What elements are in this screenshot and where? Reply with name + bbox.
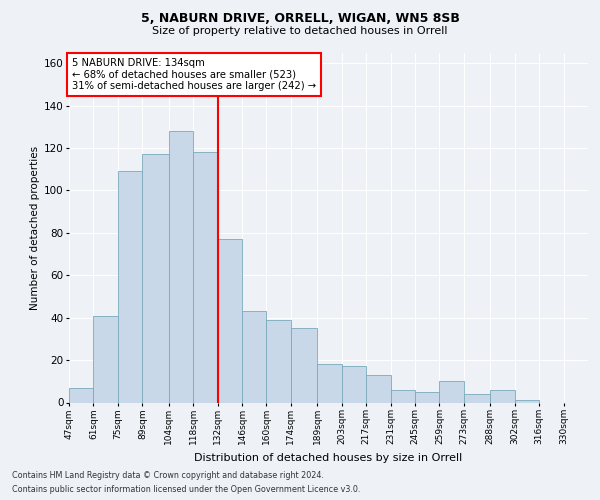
Bar	[391, 390, 415, 402]
Bar	[415, 392, 439, 402]
Text: Contains HM Land Registry data © Crown copyright and database right 2024.: Contains HM Land Registry data © Crown c…	[12, 471, 324, 480]
Bar	[439, 382, 464, 402]
Bar	[464, 394, 490, 402]
Bar	[218, 239, 242, 402]
Bar	[291, 328, 317, 402]
Text: Size of property relative to detached houses in Orrell: Size of property relative to detached ho…	[152, 26, 448, 36]
Bar	[515, 400, 539, 402]
Bar	[118, 172, 142, 402]
Bar	[69, 388, 94, 402]
Text: 5 NABURN DRIVE: 134sqm
← 68% of detached houses are smaller (523)
31% of semi-de: 5 NABURN DRIVE: 134sqm ← 68% of detached…	[71, 58, 316, 91]
Bar	[94, 316, 118, 402]
X-axis label: Distribution of detached houses by size in Orrell: Distribution of detached houses by size …	[194, 453, 463, 463]
Bar	[266, 320, 291, 402]
Bar	[366, 375, 391, 402]
Text: Contains public sector information licensed under the Open Government Licence v3: Contains public sector information licen…	[12, 485, 361, 494]
Bar	[490, 390, 515, 402]
Text: 5, NABURN DRIVE, ORRELL, WIGAN, WN5 8SB: 5, NABURN DRIVE, ORRELL, WIGAN, WN5 8SB	[140, 12, 460, 26]
Bar	[242, 312, 266, 402]
Bar	[341, 366, 366, 402]
Bar	[142, 154, 169, 402]
Y-axis label: Number of detached properties: Number of detached properties	[29, 146, 40, 310]
Bar	[193, 152, 218, 403]
Bar	[317, 364, 341, 403]
Bar	[169, 131, 193, 402]
